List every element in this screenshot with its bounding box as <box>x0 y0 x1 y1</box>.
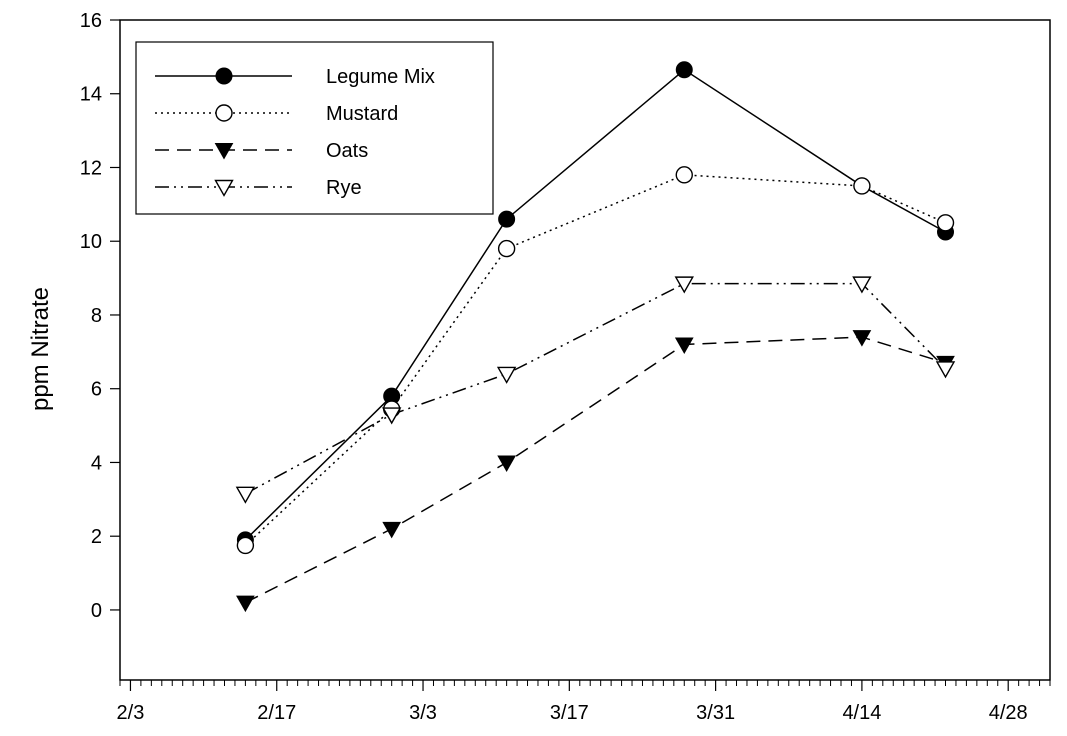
data-point <box>382 521 402 539</box>
y-tick-label: 4 <box>91 452 102 474</box>
data-point <box>936 214 955 232</box>
data-point <box>496 366 517 384</box>
legend-marker <box>215 67 233 85</box>
data-point <box>675 166 693 184</box>
x-tick-label: 3/3 <box>409 702 437 724</box>
legend-marker <box>215 104 233 122</box>
data-point <box>852 276 872 294</box>
legend-marker <box>214 143 234 160</box>
x-tick-label: 3/31 <box>696 702 735 724</box>
data-point <box>236 536 255 555</box>
data-point <box>498 210 516 228</box>
series-line <box>245 282 947 495</box>
series-rye <box>235 276 956 504</box>
y-tick-label: 0 <box>91 600 102 622</box>
legend-label: Mustard <box>326 103 398 125</box>
x-tick-label: 4/28 <box>989 702 1028 724</box>
legend-label: Oats <box>326 140 368 162</box>
data-point <box>236 595 255 613</box>
y-tick-label: 2 <box>91 526 102 548</box>
legend-label: Rye <box>326 177 362 199</box>
data-point <box>674 276 694 294</box>
legend-item: Mustard <box>155 103 398 125</box>
legend-box <box>135 41 494 215</box>
series-layer <box>235 61 956 613</box>
series-line <box>244 68 946 541</box>
series-line <box>244 174 946 546</box>
x-tick-label: 2/3 <box>117 702 145 724</box>
data-point <box>497 239 516 258</box>
data-point <box>935 361 956 379</box>
y-tick-label: 14 <box>80 84 102 106</box>
series-mustard <box>236 166 955 555</box>
legend-label: Legume Mix <box>326 66 435 88</box>
legend: Legume Mix Mustard Oats Rye <box>135 41 494 215</box>
data-point <box>675 61 693 79</box>
legend-marker <box>214 179 234 197</box>
y-tick-label: 16 <box>80 10 102 32</box>
y-tick-label: 8 <box>91 305 102 327</box>
y-tick-label: 6 <box>91 379 102 401</box>
series-line <box>245 336 946 604</box>
y-tick-label: 10 <box>80 231 102 253</box>
x-tick-label: 3/17 <box>550 702 589 724</box>
data-point <box>852 330 872 347</box>
y-axis: 0 2 4 6 8 10 12 14 16 <box>80 10 120 622</box>
x-tick-label: 4/14 <box>842 702 881 724</box>
plot-frame <box>119 19 1051 681</box>
legend-item: Legume Mix <box>155 66 435 88</box>
y-axis-title: ppm Nitrate <box>27 287 54 411</box>
data-point <box>674 337 694 354</box>
x-tick-label: 2/17 <box>257 702 296 724</box>
data-point <box>853 177 871 195</box>
legend-item: Oats <box>155 140 368 162</box>
y-tick-label: 12 <box>80 157 102 179</box>
series-oats <box>236 330 955 613</box>
data-point <box>235 486 256 504</box>
plot-border <box>119 19 1051 681</box>
data-point <box>381 407 402 425</box>
x-axis: 2/3 2/17 3/3 3/17 3/31 4/14 4/28 <box>117 680 1051 724</box>
legend-item: Rye <box>155 177 362 199</box>
data-point <box>497 455 516 472</box>
